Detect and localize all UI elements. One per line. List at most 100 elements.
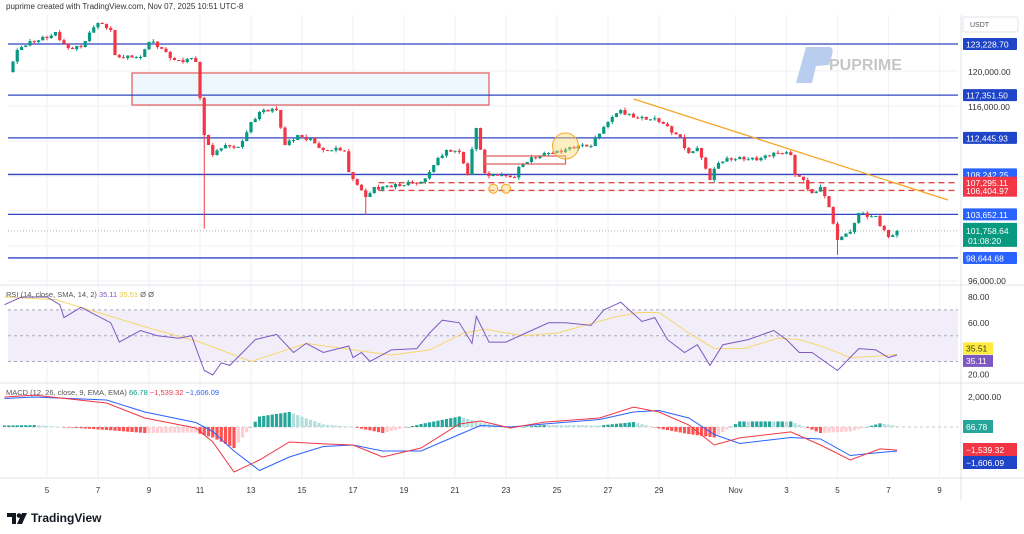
date-tick: 29 (655, 486, 664, 495)
date-tick: 7 (886, 486, 891, 495)
candle-body (423, 178, 427, 183)
macd-histogram-bar (517, 427, 521, 428)
candle-body (517, 167, 521, 178)
macd-histogram-bar (738, 421, 742, 427)
candle-body (126, 55, 130, 59)
candle-body (32, 41, 36, 43)
macd-label-bg (963, 443, 1017, 456)
candle-body (538, 156, 542, 159)
candle-body (623, 110, 627, 115)
macd-histogram-bar (712, 427, 716, 438)
macd-histogram-bar (682, 427, 687, 434)
candle-body (474, 128, 478, 150)
candle-body (542, 153, 546, 157)
candle-body (767, 155, 772, 157)
macd-histogram-bar (347, 426, 351, 428)
tradingview-brand: TradingView (31, 511, 102, 525)
candle-body (160, 47, 164, 49)
macd-histogram-bar (674, 427, 678, 432)
candle-body (589, 145, 593, 147)
candle-body (648, 119, 653, 121)
candle-body (810, 189, 814, 194)
candle-body (602, 127, 606, 134)
macd-histogram-bar (576, 425, 580, 427)
macd-histogram-bar (432, 421, 436, 427)
macd-histogram-bar (11, 425, 15, 427)
candle-body (653, 118, 657, 120)
macd-histogram-bar (449, 418, 453, 427)
macd-histogram-bar (763, 421, 767, 427)
macd-histogram-bar (534, 425, 538, 427)
macd-histogram-bar (160, 427, 164, 433)
macd-histogram-bar (453, 417, 457, 427)
candle-body (512, 177, 517, 179)
candle-body (695, 148, 699, 152)
macd-histogram-bar (627, 422, 631, 427)
macd-histogram-bar (597, 425, 602, 427)
candle-body (372, 186, 376, 194)
macd-histogram-bar (869, 425, 874, 427)
candle-body (389, 185, 393, 188)
macd-histogram-bar (580, 425, 585, 427)
candle-body (287, 140, 291, 145)
macd-histogram-bar (857, 427, 861, 430)
macd-histogram-bar (194, 427, 198, 433)
candle-body (704, 157, 708, 169)
candle-body (789, 152, 793, 155)
macd-histogram-bar (381, 427, 385, 433)
candle-body (627, 113, 631, 115)
macd-histogram-bar (100, 427, 104, 430)
candle-body (678, 134, 682, 137)
macd-histogram-bar (814, 427, 818, 432)
watermark-text: PUPRIME (829, 57, 902, 74)
macd-label: −1,539.32 (966, 445, 1004, 455)
candle-body (279, 110, 283, 128)
candle-body (670, 126, 674, 133)
macd-histogram-bar (372, 427, 376, 432)
candle-body (869, 216, 874, 218)
macd-histogram-bar (772, 421, 776, 427)
rsi-tick: 60.00 (968, 318, 990, 328)
candle-body (49, 35, 53, 39)
candle-body (725, 158, 729, 162)
currency-box (962, 16, 1019, 33)
macd-histogram-bar (483, 423, 487, 427)
macd-histogram-bar (274, 413, 279, 427)
candle-body (861, 212, 865, 214)
candle-body (699, 148, 704, 158)
candle-body (92, 27, 96, 33)
candle-body (96, 23, 100, 28)
candle-body (563, 149, 568, 153)
macd-histogram-bar (75, 427, 79, 428)
macd-histogram-bar (24, 425, 28, 427)
price-pane (8, 22, 958, 259)
macd-hist-label-bg (963, 420, 993, 433)
macd-histogram-bar (474, 421, 478, 427)
candle-body (342, 150, 347, 152)
macd-histogram-bar (398, 427, 402, 429)
candle-body (83, 41, 87, 47)
price-tick: 116,000.00 (968, 102, 1010, 112)
macd-histogram-bar (848, 427, 852, 432)
macd-histogram-bar (691, 427, 695, 435)
candle-body (100, 23, 104, 25)
currency-label: USDT (970, 22, 990, 29)
candle-body (206, 134, 211, 146)
candle-body (440, 155, 444, 159)
macd-histogram-bar (232, 427, 236, 448)
candle-body (19, 46, 24, 50)
candle-body (610, 117, 614, 122)
candle-body (597, 133, 602, 138)
macd-histogram-bar (606, 424, 610, 427)
macd-histogram-bar (359, 427, 364, 429)
macd-histogram-bar (644, 425, 648, 427)
macd-histogram-bar (653, 427, 657, 428)
macd-histogram-bar (559, 425, 563, 427)
candle-body (882, 225, 886, 231)
macd-histogram-bar (164, 427, 168, 433)
candle-body (194, 58, 198, 63)
macd-histogram-bar (563, 425, 568, 427)
macd-histogram-bar (882, 424, 886, 427)
macd-histogram-bar (427, 422, 432, 427)
